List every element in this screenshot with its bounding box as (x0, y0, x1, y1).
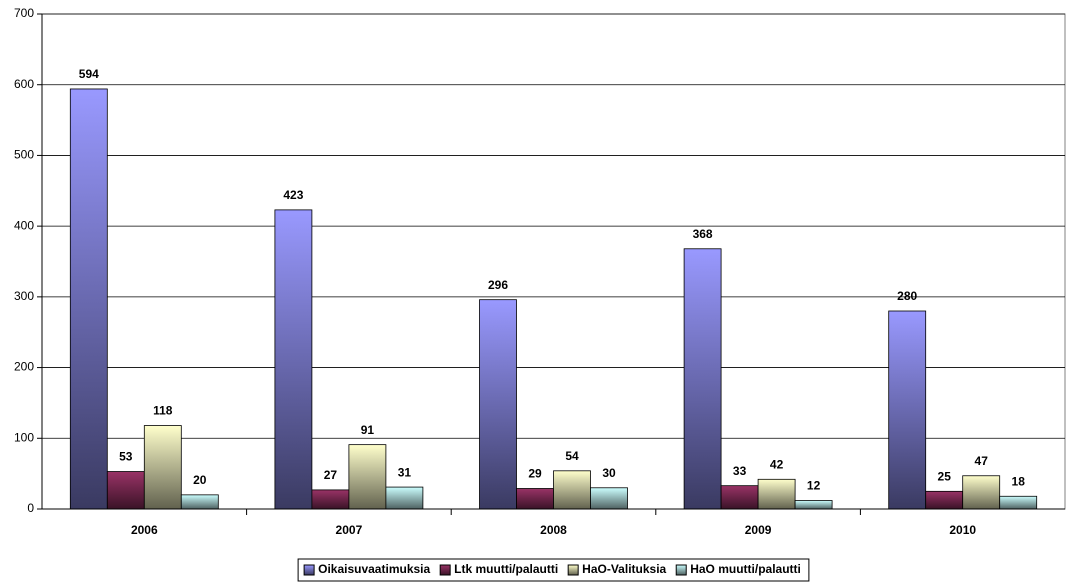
bar (69, 88, 108, 510)
legend-label: HaO-Valituksia (582, 562, 666, 576)
bar (143, 425, 182, 510)
bar (590, 487, 628, 510)
data-label: 12 (807, 479, 821, 493)
legend-swatch (439, 564, 451, 576)
y-tick-label: 0 (27, 501, 34, 515)
data-label: 280 (897, 289, 917, 303)
data-label: 33 (733, 464, 747, 478)
legend-label: HaO muutti/palautti (690, 562, 801, 576)
data-label: 423 (283, 188, 303, 202)
bar (683, 248, 722, 510)
bar (962, 475, 1001, 510)
y-tick-label: 200 (14, 360, 34, 374)
data-label: 91 (361, 423, 375, 437)
bar (274, 209, 313, 510)
y-tick-label: 500 (14, 148, 34, 162)
data-label: 18 (1012, 474, 1026, 488)
bar (348, 444, 387, 510)
x-tick-label: 2009 (745, 523, 772, 537)
bar (794, 500, 833, 510)
x-tick-label: 2006 (131, 523, 158, 537)
data-label: 31 (398, 465, 412, 479)
legend-label: Ltk muutti/palautti (454, 562, 558, 576)
data-label: 54 (565, 449, 579, 463)
data-label: 47 (975, 454, 989, 468)
y-tick-label: 700 (14, 6, 34, 20)
legend-item: Ltk muutti/palautti (439, 562, 558, 576)
y-tick-label: 600 (14, 77, 34, 91)
legend-item: HaO-Valituksia (567, 562, 667, 576)
legend-swatch (303, 564, 315, 576)
legend-swatch (675, 564, 687, 576)
bar (385, 486, 424, 510)
bar (720, 485, 759, 510)
bar (553, 470, 591, 510)
data-label: 594 (79, 67, 99, 81)
bar (757, 478, 796, 510)
data-label: 25 (938, 469, 952, 483)
legend-item: HaO muutti/palautti (675, 562, 801, 576)
bar (311, 489, 350, 510)
bar (180, 494, 219, 510)
bar (106, 471, 145, 510)
data-label: 27 (324, 468, 338, 482)
data-label: 368 (693, 227, 713, 241)
data-label: 42 (770, 457, 784, 471)
data-label: 20 (193, 473, 207, 487)
bar (925, 490, 964, 510)
x-tick-label: 2008 (540, 523, 567, 537)
bar (888, 310, 927, 510)
data-label: 30 (602, 466, 616, 480)
bar (516, 488, 554, 510)
legend-label: Oikaisuvaatimuksia (318, 562, 430, 576)
y-tick-label: 100 (14, 430, 34, 444)
data-label: 53 (119, 450, 133, 464)
x-tick-label: 2007 (336, 523, 363, 537)
legend: Oikaisuvaatimuksia Ltk muutti/palautti HaO… (303, 562, 801, 576)
bar (999, 495, 1038, 510)
legend-swatch (567, 564, 579, 576)
bar (479, 299, 517, 510)
y-tick-label: 300 (14, 289, 34, 303)
y-tick-label: 400 (14, 218, 34, 232)
data-label: 296 (488, 278, 508, 292)
data-label: 118 (153, 404, 173, 418)
x-tick-label: 2010 (949, 523, 976, 537)
data-label: 29 (528, 467, 542, 481)
legend-item: Oikaisuvaatimuksia (303, 562, 430, 576)
